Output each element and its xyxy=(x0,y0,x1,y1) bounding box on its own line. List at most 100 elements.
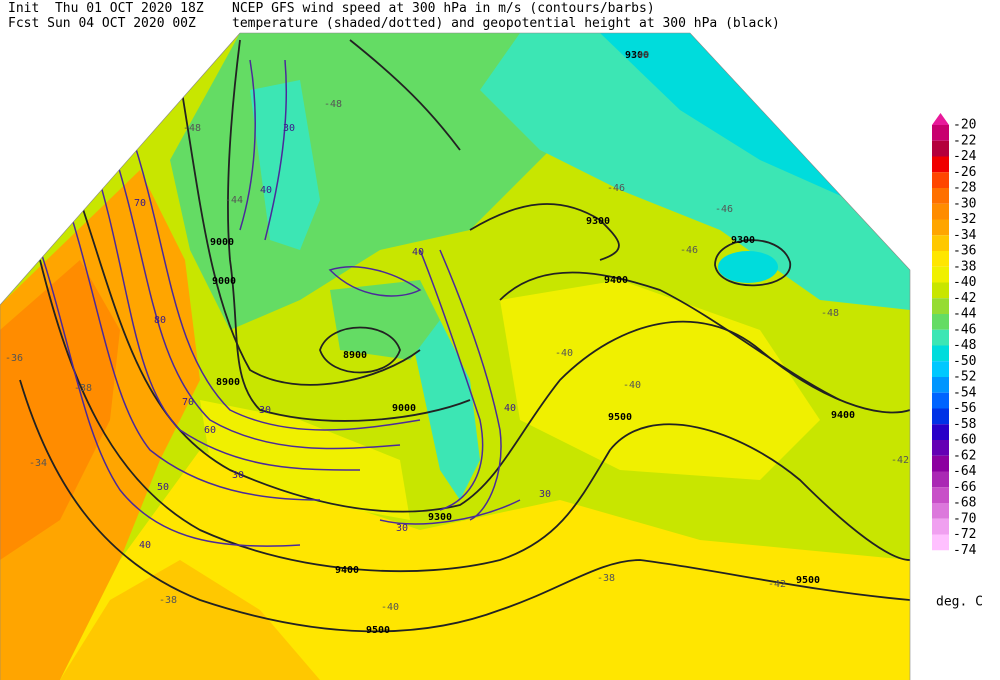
height-label: 9400 xyxy=(604,275,628,286)
wind-contours xyxy=(29,59,521,547)
colorbar-swatch xyxy=(932,392,949,409)
colorbar-label: -52 xyxy=(953,370,976,385)
colorbar-swatch xyxy=(932,329,949,346)
colorbar-label: -66 xyxy=(953,480,976,495)
map-border xyxy=(0,32,911,680)
shading xyxy=(600,33,850,200)
colorbar-label: -36 xyxy=(953,244,976,259)
colorbar-label: -20 xyxy=(953,118,976,133)
colorbar-label: -34 xyxy=(953,228,977,243)
temperature-label: -38 xyxy=(74,383,92,394)
height-label: 9000 xyxy=(392,403,416,414)
colorbar-label: -30 xyxy=(953,196,976,211)
height-label: 9500 xyxy=(366,625,390,636)
wind-label: 60 xyxy=(204,425,216,436)
temperature-label: -46 xyxy=(607,183,625,194)
wind-label: 40 xyxy=(260,185,272,196)
colorbar-label: -32 xyxy=(953,212,976,227)
height-label: 9400 xyxy=(831,410,855,421)
temperature-label: -46 xyxy=(680,245,698,256)
colorbar-label: -24 xyxy=(953,149,977,164)
colorbar-swatch xyxy=(932,377,949,393)
wind-label: 40 xyxy=(412,247,424,258)
colorbar-label: -40 xyxy=(953,275,976,290)
shading xyxy=(410,320,480,500)
colorbar-label: -58 xyxy=(953,417,976,432)
temperature-label: -40 xyxy=(555,348,573,359)
colorbar-swatch xyxy=(932,455,949,472)
temperature-label: -48 xyxy=(631,50,649,61)
temperature-label: -38 xyxy=(159,595,177,606)
shading xyxy=(200,400,410,520)
wind-label: 30 xyxy=(283,123,295,134)
wind-label: 30 xyxy=(539,489,551,500)
forecast-time: Fcst Sun 04 OCT 2020 00Z xyxy=(8,16,196,31)
colorbar-label: -72 xyxy=(953,527,976,542)
colorbar-label: -74 xyxy=(953,543,977,558)
colorbar-label: -64 xyxy=(953,464,977,479)
colorbar-label: -42 xyxy=(953,291,976,306)
height-label: 9300 xyxy=(428,512,452,523)
height-label: 9300 xyxy=(625,50,649,61)
shading xyxy=(500,280,820,480)
height-label: 8900 xyxy=(216,377,240,388)
colorbar-swatch xyxy=(932,314,949,330)
colorbar-swatch xyxy=(932,156,949,173)
temperature-label: -36 xyxy=(5,353,23,364)
wind-label: 30 xyxy=(396,523,408,534)
colorbar-swatch xyxy=(932,188,949,204)
colorbar-swatch xyxy=(932,487,949,503)
wind-label: 70 xyxy=(134,198,146,209)
wind-label: 40 xyxy=(139,540,151,551)
shading xyxy=(718,251,778,283)
wind-label: 50 xyxy=(157,482,169,493)
colorbar-swatch xyxy=(932,424,949,440)
wind-label: 40 xyxy=(504,403,516,414)
colorbar-swatch xyxy=(932,298,949,314)
colorbar-label: -60 xyxy=(953,433,976,448)
colorbar-swatch xyxy=(932,361,949,377)
colorbar-swatch xyxy=(932,518,949,535)
temperature-label: -48 xyxy=(183,123,201,134)
colorbar-arrow xyxy=(932,113,949,125)
colorbar-swatch xyxy=(932,471,949,488)
shading xyxy=(0,260,120,560)
colorbar-label: -46 xyxy=(953,322,976,337)
colorbar-label: -56 xyxy=(953,401,976,416)
shading xyxy=(480,33,910,310)
subtitle: temperature (shaded/dotted) and geopoten… xyxy=(232,16,780,31)
temperature-label: -48 xyxy=(821,308,839,319)
temperature-label: -42 xyxy=(891,455,909,466)
height-label: 9000 xyxy=(210,237,234,248)
temperature-label: -46 xyxy=(715,204,733,215)
colorbar-swatch xyxy=(932,219,949,236)
colorbar-swatch xyxy=(932,266,949,283)
colorbar-swatch xyxy=(932,251,949,267)
colorbar-label: -70 xyxy=(953,511,976,526)
temperature-label: -40 xyxy=(623,380,641,391)
wind-label: 30 xyxy=(232,470,244,481)
temperature-label: -34 xyxy=(29,458,47,469)
wind-label: 30 xyxy=(259,405,271,416)
colorbar-swatch xyxy=(932,140,949,157)
height-label: 8900 xyxy=(343,350,367,361)
shading xyxy=(250,80,320,250)
colorbar-swatch xyxy=(932,235,949,251)
colorbar-label: -26 xyxy=(953,165,976,180)
colorbar-label: -54 xyxy=(953,385,977,400)
height-label: 9500 xyxy=(796,575,820,586)
height-label: 9500 xyxy=(608,412,632,423)
wind-label: 80 xyxy=(154,315,166,326)
shading xyxy=(60,560,320,680)
shading xyxy=(330,280,440,360)
colorbar-swatch xyxy=(932,408,949,425)
colorbar-label: -38 xyxy=(953,259,976,274)
colorbar: -20-22-24-26-28-30-32-34-36-38-40-42-44-… xyxy=(932,113,977,558)
colorbar-swatch xyxy=(932,125,949,141)
colorbar-swatch xyxy=(932,503,949,519)
init-time: Init Thu 01 OCT 2020 18Z xyxy=(8,1,204,16)
colorbar-swatch xyxy=(932,172,949,188)
